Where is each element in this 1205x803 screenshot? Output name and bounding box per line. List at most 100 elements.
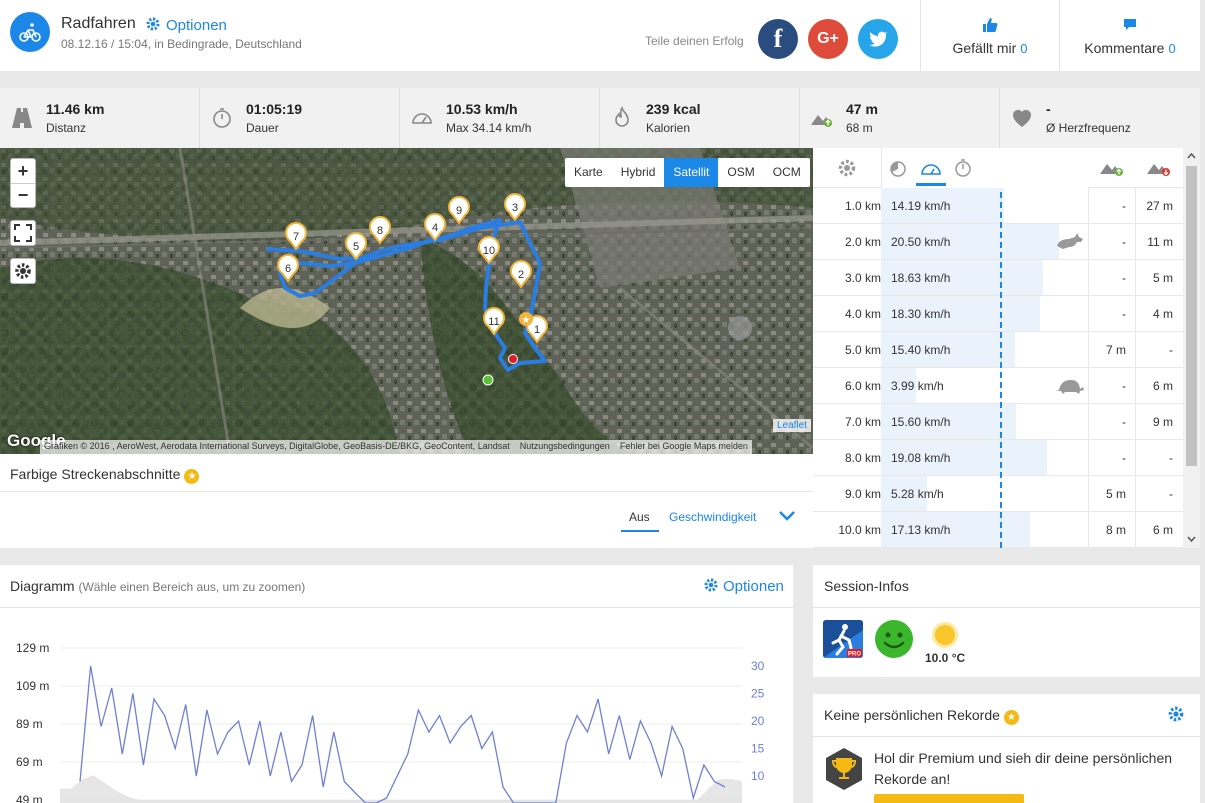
fullscreen-button[interactable] <box>10 220 36 246</box>
star-marker-icon: ★ <box>519 312 533 326</box>
divider <box>1135 224 1136 259</box>
km-marker[interactable]: 5 <box>345 232 367 261</box>
satellite-imagery <box>0 148 813 454</box>
split-row: 10.0 km 17.13 km/h 8 m 6 m <box>813 512 1183 548</box>
map-attribution: Grafiken © 2016 , AeroWest, Aerodata Int… <box>40 440 752 454</box>
comments-button[interactable]: Kommentare 0 <box>1060 0 1200 71</box>
session-title: Session-Infos <box>824 578 909 594</box>
gear-icon[interactable] <box>837 158 857 178</box>
divider <box>1135 260 1136 295</box>
header-divider <box>1059 0 1060 71</box>
elevation-speed-chart[interactable]: 129 m 109 m 89 m 69 m 49 m 30 25 20 15 10 <box>0 608 793 803</box>
mood-happy-icon <box>875 620 913 658</box>
map-settings-button[interactable] <box>10 258 36 284</box>
km-marker[interactable]: 6 <box>277 254 299 283</box>
scroll-down-icon[interactable] <box>1187 535 1196 543</box>
zoom-control: + − <box>10 158 36 208</box>
terms-link[interactable]: Nutzungsbedingungen <box>519 441 610 451</box>
km-marker[interactable]: 9 <box>448 196 470 225</box>
diagram-options-link[interactable]: Optionen <box>703 577 784 595</box>
segments-off-tab[interactable]: Aus <box>629 510 650 524</box>
split-row: 5.0 km 15.40 km/h 7 m - <box>813 332 1183 368</box>
premium-promo-text: Hol dir Premium und sieh dir deine persö… <box>874 750 1173 787</box>
pace-icon[interactable] <box>888 158 908 178</box>
split-row: 2.0 km 20.50 km/h - 11 m <box>813 224 1183 260</box>
split-ascent: - <box>1122 415 1126 429</box>
start-point-marker <box>482 374 494 386</box>
layer-osm-button[interactable]: OSM <box>727 165 755 179</box>
runner-icon: PRO <box>823 620 863 658</box>
options-link[interactable]: Optionen <box>145 16 227 34</box>
svg-text:5: 5 <box>353 241 359 253</box>
split-speed-bar <box>881 260 1043 295</box>
split-ascent: - <box>1122 379 1126 393</box>
split-descent: 5 m <box>1152 271 1173 285</box>
report-error-link[interactable]: Fehler bei Google Maps melden <box>619 441 748 451</box>
premium-button[interactable] <box>874 794 1024 803</box>
twitter-bird-icon <box>869 31 888 47</box>
stat-label: Ø Herzfrequenz <box>1046 121 1131 135</box>
attribution-text: Grafiken © 2016 , AeroWest, Aerodata Int… <box>44 441 510 451</box>
layer-hybrid-button[interactable]: Hybrid <box>620 165 656 179</box>
like-button[interactable]: Gefällt mir 0 <box>921 0 1059 71</box>
km-marker[interactable]: 8 <box>369 216 391 245</box>
km-marker[interactable]: 1 <box>526 315 548 344</box>
split-speed: 19.08 km/h <box>891 451 951 465</box>
gear-icon[interactable] <box>1167 705 1185 723</box>
divider <box>1135 404 1136 439</box>
svg-text:3: 3 <box>512 202 518 214</box>
chevron-down-icon[interactable] <box>778 509 796 523</box>
stats-strip: 11.46 km Distanz 01:05:19 Dauer 10.53 km… <box>0 88 1200 148</box>
zoom-out-button[interactable]: − <box>17 185 29 205</box>
diagram-panel: Diagramm (Wähle einen Bereich aus, um zu… <box>0 565 793 803</box>
zoom-in-button[interactable]: + <box>11 159 35 184</box>
gear-icon <box>146 17 160 31</box>
km-marker[interactable]: 3 <box>504 193 526 222</box>
split-descent: 4 m <box>1152 307 1173 321</box>
elevation-gain-icon <box>1100 164 1123 176</box>
km-marker[interactable]: 4 <box>424 213 446 242</box>
split-descent: 6 m <box>1152 523 1173 537</box>
end-point-marker <box>508 354 518 364</box>
split-descent: - <box>1169 487 1173 501</box>
layer-satellit-button[interactable]: Satellit <box>664 158 719 187</box>
options-label: Optionen <box>166 17 227 34</box>
temperature: 10.0 °C <box>925 651 966 665</box>
km-marker[interactable]: 7 <box>285 222 307 251</box>
scroll-up-icon[interactable] <box>1187 152 1196 160</box>
divider <box>1088 512 1089 547</box>
svg-text:4: 4 <box>432 222 438 234</box>
fullscreen-icon <box>14 224 32 242</box>
leaflet-link[interactable]: Leaflet <box>772 419 811 432</box>
stat-calories: 239 kcal Kalorien <box>600 88 800 148</box>
segments-title: Farbige Streckenabschnitte ★ <box>10 466 200 484</box>
split-ascent: - <box>1122 271 1126 285</box>
segments-speed-tab[interactable]: Geschwindigkeit <box>669 510 757 524</box>
stat-speed: 10.53 km/h Max 34.14 km/h <box>400 88 600 148</box>
activity-header: Radfahren Optionen 08.12.16 / 15:04, in … <box>0 0 1200 71</box>
km-marker[interactable]: 11 <box>483 307 505 336</box>
speedometer-icon[interactable] <box>920 158 942 178</box>
split-descent: - <box>1169 451 1173 465</box>
left-axis-tick: 89 m <box>16 717 43 731</box>
scrollbar[interactable] <box>1183 148 1200 548</box>
layer-ocm-button[interactable]: OCM <box>772 165 801 179</box>
gear-icon <box>704 578 718 592</box>
km-marker[interactable]: 10 <box>478 236 500 265</box>
twitter-share-button[interactable] <box>858 19 898 59</box>
elevation-icon <box>811 115 832 127</box>
share-label: Teile deinen Erfolg <box>645 34 744 48</box>
scroll-thumb[interactable] <box>1186 166 1197 466</box>
split-speed-bar <box>881 368 916 403</box>
divider <box>1088 440 1089 475</box>
session-info-panel: Session-Infos PRO 10.0 °C <box>813 565 1200 677</box>
route-map[interactable]: 1 2 3 4 5 6 7 8 9 10 11 ★ + − Karte Hybr… <box>0 148 813 454</box>
stopwatch-icon[interactable] <box>953 158 973 178</box>
facebook-share-button[interactable]: f <box>758 19 798 59</box>
google-plus-share-button[interactable]: G+ <box>808 19 848 59</box>
diagram-title-text: Diagramm <box>10 578 75 594</box>
km-marker[interactable]: 2 <box>510 260 532 289</box>
layer-karte-button[interactable]: Karte <box>574 165 603 179</box>
split-ascent: - <box>1122 451 1126 465</box>
split-distance: 9.0 km <box>844 487 881 501</box>
